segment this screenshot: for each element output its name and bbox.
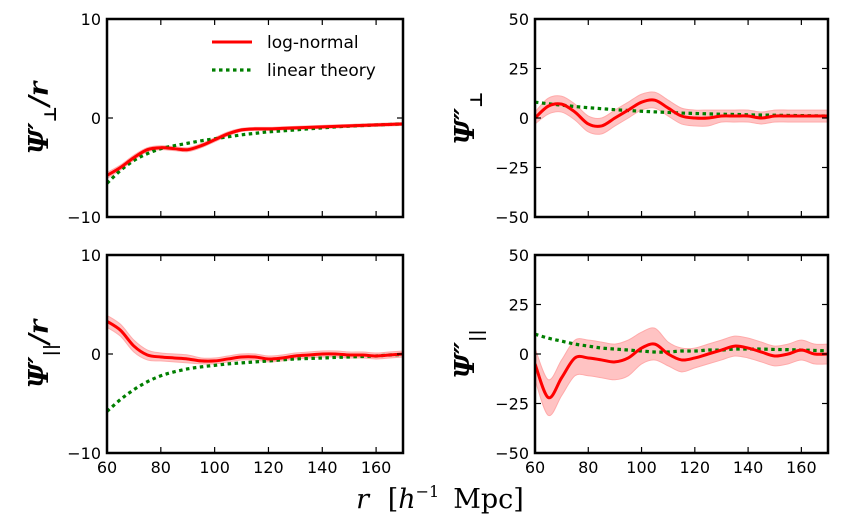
y-label-main: Ψ″ [450, 108, 481, 145]
x-tick-label: 80 [578, 458, 598, 477]
y-tick-label: −10 [67, 208, 101, 227]
x-tick-label: 140 [733, 458, 764, 477]
y-tick-label: 0 [91, 109, 101, 128]
plot-area [107, 314, 403, 413]
y-tick-label: −50 [495, 208, 529, 227]
x-axis-label: r [h−1 Mpc] [356, 482, 524, 515]
y-label-sub: ⊥ [41, 106, 61, 122]
y-label-tail: /r [24, 318, 55, 347]
y-label-main: Ψ′ [24, 122, 55, 154]
plot-area [535, 91, 828, 135]
y-tick-label: 10 [81, 246, 101, 265]
y-tick-label: 10 [81, 10, 101, 29]
y-tick-label: −50 [495, 444, 529, 463]
x-tick-label: 140 [307, 458, 338, 477]
series-line-linear-theory [107, 352, 403, 413]
x-tick-label: 120 [680, 458, 711, 477]
y-axis-label: Ψ′||/r [24, 318, 61, 388]
y-tick-label: −25 [495, 395, 529, 414]
x-tick-label: 160 [361, 458, 392, 477]
legend-label-log-normal: log-normal [267, 33, 359, 53]
y-tick-label: −25 [495, 159, 529, 178]
y-tick-label: 0 [519, 345, 529, 364]
y-label-sub: ⊥ [467, 91, 487, 107]
x-tick-label: 100 [626, 458, 657, 477]
x-tick-label: 120 [253, 458, 284, 477]
y-label-tail: /r [24, 80, 55, 109]
x-tick-label: 100 [199, 458, 230, 477]
x-tick-label: 60 [97, 458, 117, 477]
legend: log-normal linear theory [212, 33, 376, 81]
series-line-linear-theory [535, 332, 828, 354]
y-axis-label: Ψ″|| [450, 329, 487, 378]
y-axis-label: Ψ″⊥ [450, 91, 487, 144]
error-band [107, 121, 403, 179]
y-tick-label: 0 [91, 345, 101, 364]
series-line-linear-theory [107, 122, 403, 185]
error-band [535, 327, 828, 417]
y-label-main: Ψ′ [24, 356, 55, 388]
y-label-sub: || [41, 344, 61, 356]
x-tick-label: 80 [151, 458, 171, 477]
y-label-sub: || [467, 329, 487, 341]
series-line-log-normal [107, 320, 403, 363]
y-tick-label: 25 [509, 60, 529, 79]
series-line-log-normal [535, 98, 828, 128]
y-tick-label: 50 [509, 246, 529, 265]
y-tick-label: 25 [509, 296, 529, 315]
plot-area [535, 327, 828, 417]
chart-panel-p2: 50 25 0 −25 −50 Ψ″⊥ [450, 10, 830, 227]
y-tick-label: 50 [509, 10, 529, 29]
error-band [107, 314, 403, 365]
series-line-log-normal [107, 122, 403, 177]
x-tick-label: 160 [786, 458, 817, 477]
series-line-linear-theory [535, 100, 828, 118]
y-label-main: Ψ″ [450, 342, 481, 379]
y-tick-label: −10 [67, 444, 101, 463]
legend-label-linear-theory: linear theory [267, 61, 376, 81]
y-axis-label: Ψ′⊥/r [24, 80, 61, 154]
x-tick-label: 60 [525, 458, 545, 477]
y-tick-label: 0 [519, 109, 529, 128]
plot-area [107, 121, 403, 185]
error-band [535, 91, 828, 135]
chart-panel-p1: 10 0 −10 Ψ′⊥/r log-normal linear theory [24, 10, 405, 227]
series-line-log-normal [535, 342, 828, 400]
